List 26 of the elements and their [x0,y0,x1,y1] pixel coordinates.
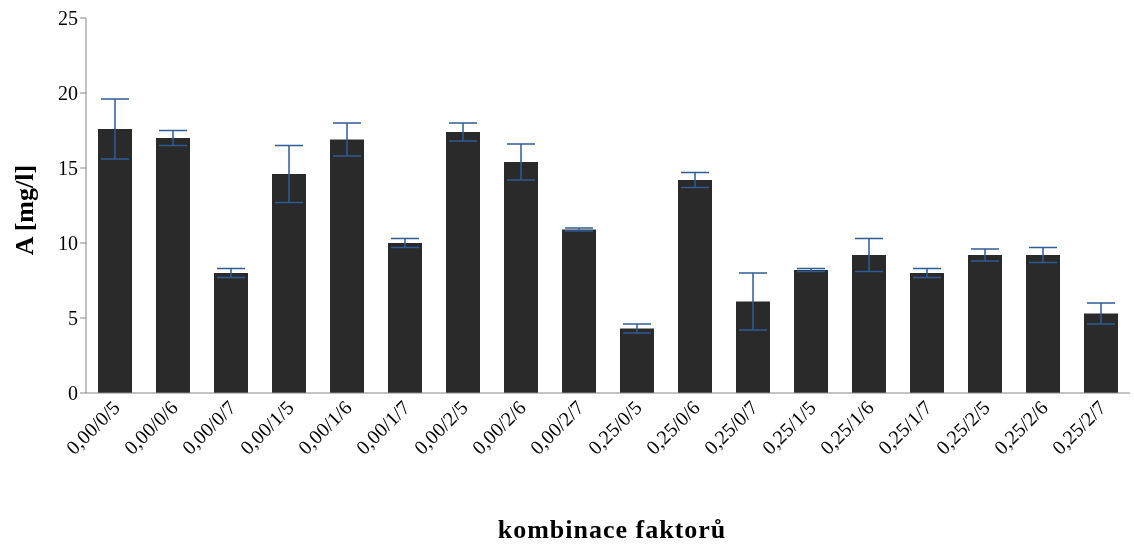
bar [330,139,364,393]
bar [98,129,132,393]
bar [620,328,654,393]
bar [1084,313,1118,393]
bar [272,174,306,393]
y-axis-title: A [mg/l] [10,164,40,256]
bar [446,132,480,393]
bar [214,273,248,393]
y-tick-label: 20 [58,82,78,105]
bar [504,162,538,393]
bar [388,243,422,393]
y-tick-label: 0 [68,382,78,405]
bar [1026,255,1060,393]
bar [736,301,770,393]
y-tick-label: 15 [58,157,78,180]
y-tick-label: 5 [68,307,78,330]
bar [562,229,596,393]
y-tick-label: 25 [58,7,78,30]
bar [156,138,190,393]
x-axis-title: kombinace faktorů [496,515,728,545]
bar [968,255,1002,393]
bar [910,273,944,393]
bar [794,270,828,393]
bar [678,180,712,393]
y-tick-label: 10 [58,232,78,255]
bar [852,255,886,393]
